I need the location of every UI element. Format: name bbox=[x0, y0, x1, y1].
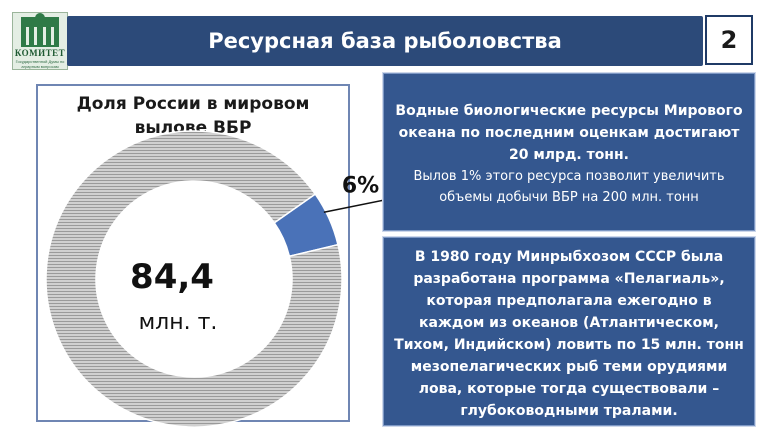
title-bar bbox=[67, 16, 703, 66]
page-number-box bbox=[705, 15, 753, 65]
slice-label: 6% bbox=[342, 173, 379, 198]
building-icon bbox=[21, 13, 59, 47]
page-title: Ресурсная база рыболовства bbox=[208, 29, 562, 53]
program-main-text: В 1980 году Минрыбхозом СССР была разраб… bbox=[394, 249, 744, 419]
slide-header: КОМИТЕТ Государственной Думы по аграрным… bbox=[0, 0, 774, 76]
center-value: 84,4 bbox=[130, 257, 214, 297]
donut-slices bbox=[45, 130, 343, 428]
resources-info-box: Водные биологические ресурсы Мирового ок… bbox=[383, 73, 755, 231]
resources-sub-text: Вылов 1% этого ресурса позволит увеличит… bbox=[413, 169, 725, 205]
program-info-box: В 1980 году Минрыбхозом СССР была разраб… bbox=[383, 237, 755, 426]
resources-main-text: Водные биологические ресурсы Мирового ок… bbox=[395, 103, 743, 163]
logo-subtitle: Государственной Думы по аграрным вопроса… bbox=[15, 59, 65, 69]
slice-rest-of-world bbox=[45, 130, 343, 428]
center-unit: млн. т. bbox=[139, 310, 218, 335]
logo-name: КОМИТЕТ bbox=[14, 48, 66, 58]
committee-logo: КОМИТЕТ Государственной Думы по аграрным… bbox=[12, 12, 68, 70]
page-number: 2 bbox=[720, 26, 738, 54]
